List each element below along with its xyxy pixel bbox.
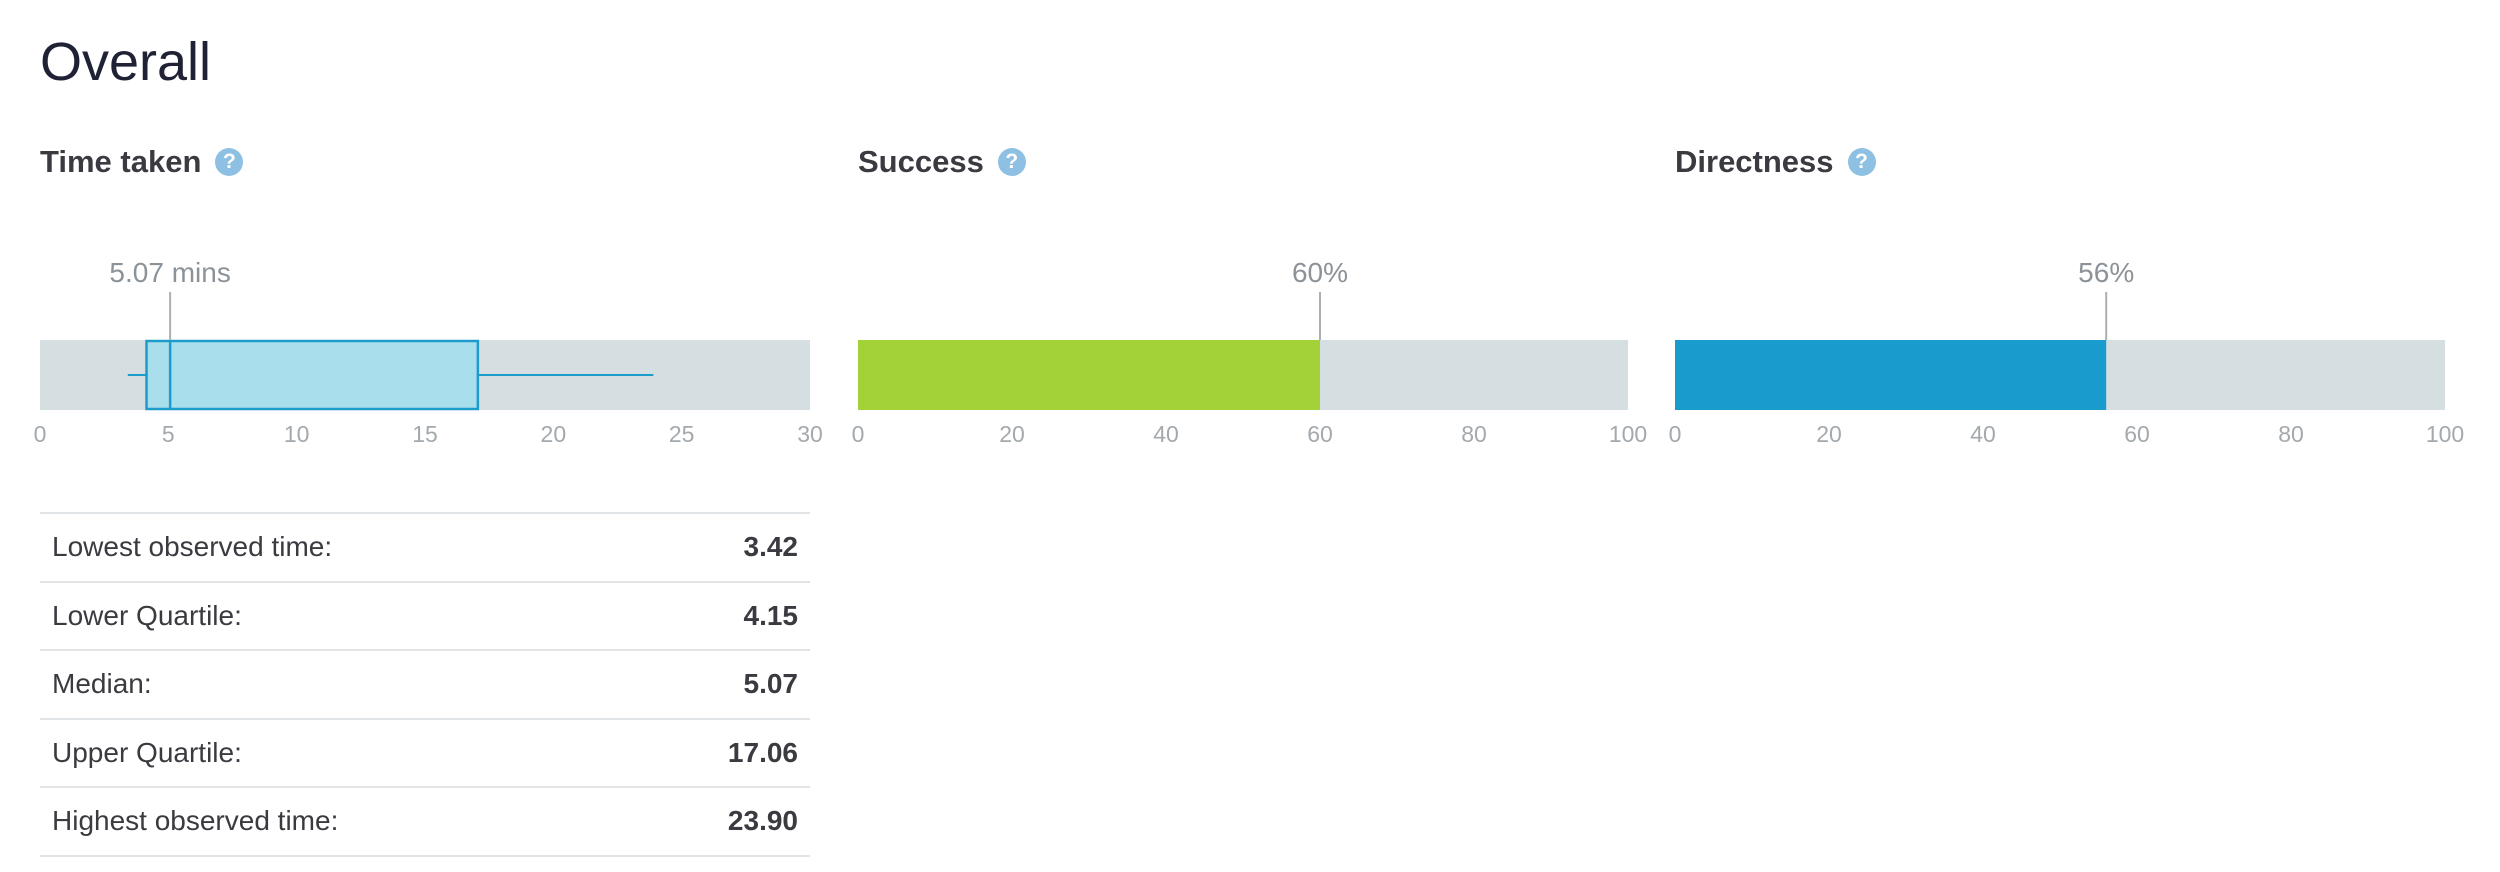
directness-chart: 56% 0 20 40 60 80 100 <box>1669 257 2465 447</box>
tick-label: 5 <box>162 421 175 447</box>
stat-value: 5.07 <box>743 668 799 700</box>
stat-label: Lowest observed time: <box>52 531 333 563</box>
stat-value: 17.06 <box>727 736 798 768</box>
tick-label: 30 <box>797 421 823 447</box>
time-taken-chart: 5.07 mins 0 5 10 15 20 25 30 <box>34 257 823 447</box>
stat-label: Median: <box>52 668 152 700</box>
tick-label: 0 <box>34 421 47 447</box>
value-bar <box>858 340 1320 410</box>
success-panel: Success ? 60% 0 20 40 60 80 100 <box>852 140 1648 480</box>
success-header: Success ? <box>858 140 1026 184</box>
table-row: Median: 5.07 <box>40 651 810 720</box>
help-icon[interactable]: ? <box>1847 148 1876 176</box>
page-title: Overall <box>40 32 212 92</box>
success-title: Success <box>858 144 984 179</box>
stat-value: 3.42 <box>743 531 799 563</box>
time-stats-table: Lowest observed time: 3.42 Lower Quartil… <box>40 512 810 857</box>
tick-label: 0 <box>1669 421 1682 447</box>
stat-label: Highest observed time: <box>52 805 339 837</box>
stat-value: 23.90 <box>727 805 798 837</box>
help-icon[interactable]: ? <box>215 148 244 176</box>
tick-label: 80 <box>1461 421 1487 447</box>
directness-panel: Directness ? 56% 0 20 40 60 80 100 <box>1669 140 2465 480</box>
iqr-box <box>145 339 480 411</box>
help-icon[interactable]: ? <box>997 148 1026 176</box>
tick-label: 20 <box>999 421 1025 447</box>
time-taken-panel: Time taken ? 5.07 mins 0 5 10 15 20 25 30 <box>34 140 823 480</box>
success-chart: 60% 0 20 40 60 80 100 <box>852 257 1648 447</box>
directness-header: Directness ? <box>1675 140 1876 184</box>
tick-label: 20 <box>541 421 567 447</box>
directness-title: Directness <box>1675 144 1834 179</box>
value-annotation: 56% <box>2078 257 2134 288</box>
table-row: Upper Quartile: 17.06 <box>40 720 810 788</box>
tick-label: 80 <box>2278 421 2304 447</box>
value-annotation: 60% <box>1292 257 1348 288</box>
tick-label: 10 <box>284 421 310 447</box>
stat-label: Lower Quartile: <box>52 599 242 631</box>
tick-label: 20 <box>1816 421 1842 447</box>
tick-label: 40 <box>1970 421 1996 447</box>
stat-value: 4.15 <box>743 599 799 631</box>
time-taken-header: Time taken ? <box>40 140 244 184</box>
tick-label: 40 <box>1153 421 1179 447</box>
tick-label: 0 <box>852 421 865 447</box>
table-row: Lower Quartile: 4.15 <box>40 583 810 651</box>
tick-label: 15 <box>412 421 438 447</box>
table-row: Lowest observed time: 3.42 <box>40 514 810 583</box>
time-taken-title: Time taken <box>40 144 202 179</box>
stat-label: Upper Quartile: <box>52 736 242 768</box>
value-annotation: 5.07 mins <box>109 257 230 288</box>
tick-label: 60 <box>1307 421 1333 447</box>
table-row: Highest observed time: 23.90 <box>40 788 810 857</box>
tick-label: 60 <box>2124 421 2150 447</box>
value-bar <box>1675 340 2107 410</box>
tick-label: 100 <box>1609 421 1647 447</box>
tick-label: 100 <box>2426 421 2464 447</box>
tick-label: 25 <box>669 421 695 447</box>
